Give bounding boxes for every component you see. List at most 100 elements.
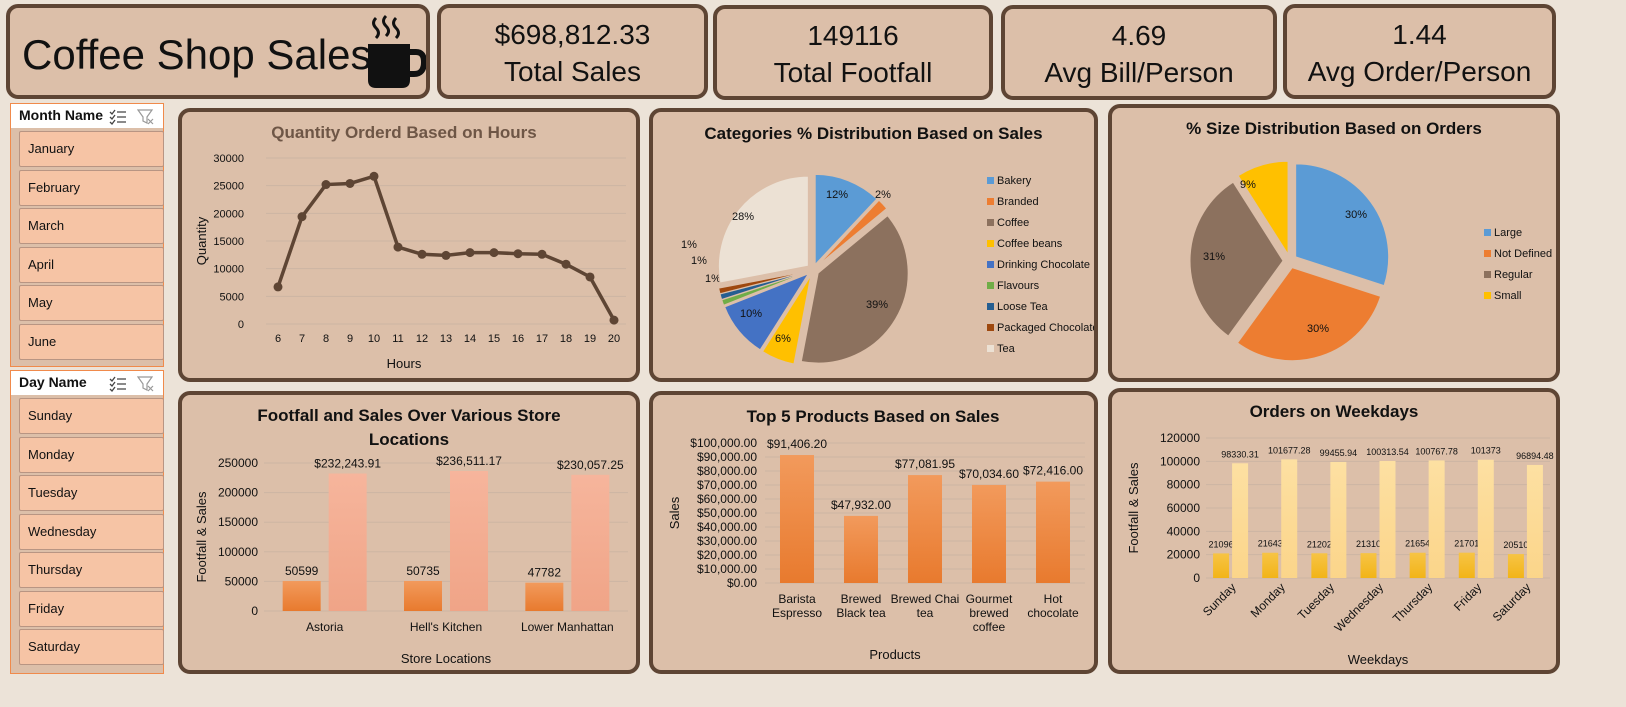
bar	[844, 515, 878, 583]
x-tick-label: Hot	[1044, 592, 1063, 606]
x-tick-label: 19	[584, 333, 596, 345]
x-tick-label: 18	[560, 333, 572, 345]
data-point	[441, 250, 451, 260]
y-axis-label: Sales	[667, 496, 682, 529]
x-tick-label: Sunday	[1200, 580, 1239, 619]
data-label: 101373	[1471, 446, 1501, 456]
y-tick-label: 50000	[225, 574, 259, 588]
day-item-sunday[interactable]: Sunday	[19, 398, 164, 434]
pie-slice	[717, 175, 809, 284]
day-item-monday[interactable]: Monday	[19, 437, 164, 473]
day-item-thursday[interactable]: Thursday	[19, 552, 164, 588]
slice-label: 30%	[1345, 209, 1367, 221]
x-tick-label: Espresso	[772, 606, 822, 620]
legend-swatch	[987, 177, 994, 184]
legend-swatch	[987, 219, 994, 226]
data-label: $72,416.00	[1023, 464, 1083, 478]
clear-filter-icon[interactable]	[137, 376, 155, 392]
legend-swatch	[987, 303, 994, 310]
legend-label: Tea	[997, 343, 1016, 355]
x-tick-label: coffee	[973, 620, 1006, 634]
month-slicer: Month Name January February March April …	[10, 103, 164, 367]
y-tick-label: 20000	[1167, 548, 1201, 562]
data-point	[273, 282, 283, 292]
y-tick-label: 25000	[213, 181, 244, 193]
x-tick-label: Gourmet	[966, 592, 1013, 606]
x-tick-label: tea	[917, 606, 934, 620]
legend-swatch	[1484, 250, 1491, 257]
data-label: 21310	[1356, 539, 1381, 549]
x-axis-label: Hours	[387, 356, 422, 371]
chart-title: Quantity Orderd Based on Hours	[271, 123, 536, 142]
legend-label: Coffee	[997, 217, 1029, 229]
month-item-february[interactable]: February	[19, 170, 164, 206]
x-tick-label: chocolate	[1027, 606, 1079, 620]
legend-swatch	[987, 345, 994, 352]
legend-swatch	[1484, 271, 1491, 278]
products-bar-chart: Top 5 Products Based on Sales $0.00$10,00…	[667, 407, 1085, 662]
month-item-april[interactable]: April	[19, 247, 164, 283]
day-item-tuesday[interactable]: Tuesday	[19, 475, 164, 511]
y-tick-label: $100,000.00	[690, 436, 757, 450]
slice-label: 28%	[732, 211, 754, 223]
y-tick-label: 0	[1193, 571, 1200, 585]
title-card: Coffee Shop Sales	[6, 4, 430, 99]
sizes-chart-card: % Size Distribution Based on Orders 30% 30…	[1108, 104, 1560, 382]
data-point	[537, 249, 547, 259]
pie-slice	[817, 199, 888, 267]
bar	[1232, 463, 1249, 578]
day-slicer-title: Day Name	[19, 374, 87, 390]
month-item-may[interactable]: May	[19, 285, 164, 321]
month-item-january[interactable]: January	[19, 131, 164, 167]
y-tick-label: 30000	[213, 153, 244, 165]
weekdays-bar-chart: Orders on Weekdays 0 20000 40000 60000 80000 1…	[1126, 402, 1554, 667]
y-tick-label: 100000	[1160, 454, 1200, 468]
y-tick-label: $70,000.00	[697, 478, 757, 492]
pie-slice	[1236, 267, 1382, 362]
x-tick-label: 11	[392, 333, 403, 345]
slice-label: 1%	[705, 273, 721, 285]
chart-title: Top 5 Products Based on Sales	[747, 407, 1000, 426]
bar	[525, 582, 564, 611]
y-axis-label: Quantity	[194, 216, 209, 265]
day-item-wednesday[interactable]: Wednesday	[19, 514, 164, 550]
data-label: $77,081.95	[895, 457, 955, 471]
data-label: $47,932.00	[831, 498, 891, 512]
x-tick-label: Saturday	[1490, 580, 1534, 624]
legend-label: Not Defined	[1494, 248, 1552, 260]
legend-label: Regular	[1494, 269, 1533, 281]
kpi-total-footfall: 149116 Total Footfall	[713, 5, 993, 100]
bar	[1507, 554, 1524, 578]
kpi-value: $698,812.33	[494, 19, 651, 50]
clear-filter-icon[interactable]	[137, 109, 155, 125]
data-label: 21701	[1454, 539, 1479, 549]
x-tick-label: Barista	[778, 592, 816, 606]
data-point	[417, 249, 427, 259]
day-item-saturday[interactable]: Saturday	[19, 629, 164, 665]
bar	[571, 474, 610, 611]
chart-title: Footfall and Sales Over Various Store	[257, 406, 560, 425]
x-tick-label: 7	[299, 333, 305, 345]
multi-select-icon[interactable]	[109, 109, 127, 125]
kpi-label: Avg Order/Person	[1307, 56, 1532, 87]
pie-slice	[724, 272, 810, 351]
y-tick-label: 10000	[213, 264, 244, 276]
data-label: 50599	[285, 564, 319, 578]
y-tick-label: $10,000.00	[697, 562, 757, 576]
kpi-total-sales: $698,812.33 Total Sales	[437, 4, 708, 99]
pie-slice	[718, 270, 808, 295]
multi-select-icon[interactable]	[109, 376, 127, 392]
month-item-march[interactable]: March	[19, 208, 164, 244]
month-slicer-title: Month Name	[19, 107, 103, 123]
month-item-june[interactable]: June	[19, 324, 164, 360]
day-item-friday[interactable]: Friday	[19, 591, 164, 627]
legend-label: Bakery	[997, 175, 1032, 187]
x-tick-label: 14	[464, 333, 476, 345]
y-tick-label: 0	[238, 319, 244, 331]
y-axis-label: Footfall & Sales	[1126, 462, 1141, 554]
x-axis-label: Weekdays	[1348, 652, 1409, 667]
x-tick-label: Brewed	[841, 592, 882, 606]
legend-label: Drinking Chocolate	[997, 259, 1090, 271]
kpi-avg-order: 1.44 Avg Order/Person	[1283, 4, 1556, 99]
legend-label: Small	[1494, 290, 1522, 302]
